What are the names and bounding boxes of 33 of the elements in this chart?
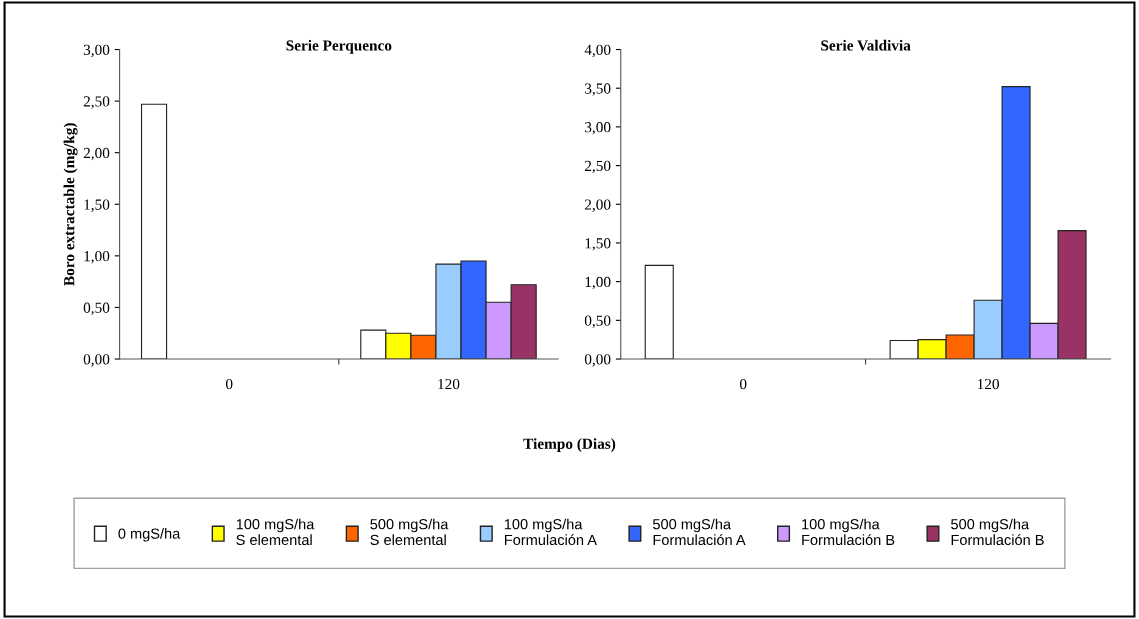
y-tick-label: 0,50 — [584, 315, 611, 328]
y-axis-title: Boro extractable (mg/kg) — [63, 123, 78, 286]
chart-title: Serie Perquenco — [286, 39, 392, 54]
legend-label: 0 mgS/ha — [118, 528, 181, 542]
x-axis-title: Tiempo (Dias) — [523, 438, 616, 453]
y-tick-label: 0,00 — [83, 354, 110, 367]
y-tick-label: 1,00 — [585, 276, 611, 290]
legend-label: 100 mgS/ha Formulación B — [802, 518, 895, 546]
y-tick-label: 4,00 — [584, 44, 611, 58]
y-tick-label: 2,00 — [584, 199, 611, 212]
y-tick-label: 0,00 — [584, 354, 611, 367]
x-tick-label: 0 — [739, 378, 747, 390]
bar — [140, 103, 168, 360]
y-tick-label: 0,50 — [83, 302, 110, 316]
legend-label: 500 mgS/ha S elemental — [370, 518, 449, 546]
y-tick-label: 1,50 — [84, 199, 110, 212]
legend-label: 100 mgS/ha S elemental — [236, 518, 315, 546]
y-tick-label: 3,50 — [585, 83, 611, 96]
x-tick-label: 120 — [977, 378, 999, 390]
y-tick-label: 1,50 — [585, 238, 611, 251]
y-tick-label: 1,00 — [84, 250, 110, 264]
legend-label: 500 mgS/ha Formulación A — [653, 518, 746, 546]
y-tick-label: 3,00 — [585, 122, 611, 135]
y-tick-label: 3,00 — [83, 44, 110, 58]
y-tick-label: 2,00 — [83, 147, 110, 161]
legend-label: 100 mgS/ha Formulación A — [504, 518, 597, 546]
y-tick-label: 2,50 — [584, 160, 611, 174]
x-tick-label: 0 — [225, 378, 233, 390]
x-tick-label: 120 — [438, 378, 460, 390]
chart-title: Serie Valdivia — [821, 39, 911, 51]
legend-label: 500 mgS/ha Formulación B — [951, 518, 1044, 546]
bar — [644, 264, 674, 360]
y-tick-label: 2,50 — [83, 96, 110, 109]
